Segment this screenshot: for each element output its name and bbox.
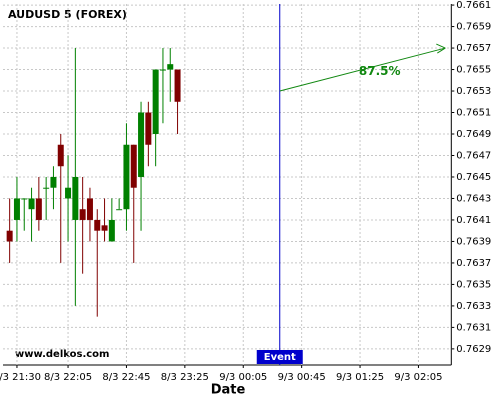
y-tick-label: 0.7661 — [456, 0, 491, 11]
watermark: www.delkos.com — [15, 349, 109, 360]
candle-body — [35, 198, 42, 220]
candle-body — [72, 176, 79, 220]
y-tick-label: 0.7629 — [456, 344, 491, 355]
y-tick-label: 0.7645 — [456, 172, 491, 183]
candle-body — [138, 112, 145, 177]
projection-arrow — [279, 47, 446, 92]
candle-body — [159, 69, 166, 71]
arrow-head — [436, 43, 446, 54]
candle-body — [108, 219, 115, 242]
x-axis-label: Date — [211, 383, 246, 398]
candle-body — [79, 209, 86, 220]
y-tick-label: 0.7649 — [456, 129, 491, 140]
y-tick-label: 0.7635 — [456, 279, 491, 290]
x-tick-label: 9/3 00:05 — [219, 372, 267, 383]
candle-body — [65, 187, 72, 199]
candle-body — [50, 176, 57, 188]
candle-body — [152, 69, 159, 135]
candle-body — [86, 198, 93, 220]
x-tick-label: 8/3 21:30 — [0, 372, 41, 383]
y-tick-label: 0.7653 — [456, 86, 491, 97]
chart-title: AUDUSD 5 (FOREX) — [8, 8, 127, 21]
y-tick-label: 0.7659 — [456, 22, 491, 33]
event-box — [256, 350, 303, 364]
x-tick-label: 9/3 01:25 — [336, 372, 384, 383]
candle-body — [145, 112, 152, 145]
y-tick-label: 0.7647 — [456, 150, 491, 161]
y-tick-label: 0.7639 — [456, 236, 491, 247]
candle-body — [43, 187, 50, 189]
candle-body — [101, 225, 108, 231]
projection-label: 87.5% — [359, 64, 401, 78]
y-tick-label: 0.7651 — [456, 108, 491, 119]
x-tick-label: 8/3 23:25 — [161, 372, 209, 383]
x-tick-label: 8/3 22:05 — [44, 372, 92, 383]
y-tick-label: 0.7631 — [456, 322, 491, 333]
candle-body — [174, 69, 181, 102]
candle-body — [116, 209, 123, 211]
y-tick-label: 0.7655 — [456, 65, 491, 76]
candle-body — [94, 219, 101, 231]
y-tick-label: 0.7643 — [456, 193, 491, 204]
y-tick-label: 0.7657 — [456, 43, 491, 54]
y-tick-label: 0.7633 — [456, 301, 491, 312]
candle-body — [28, 198, 35, 210]
x-tick-label: 9/3 02:05 — [394, 372, 442, 383]
candle-body — [6, 230, 13, 242]
candle-body — [57, 144, 64, 167]
candle-body — [21, 198, 28, 200]
y-tick-label: 0.7637 — [456, 258, 491, 269]
x-tick-label: 8/3 22:45 — [102, 372, 150, 383]
candle-body — [167, 64, 174, 70]
x-tick-label: 9/3 00:45 — [278, 372, 326, 383]
candle-body — [123, 144, 130, 210]
event-label: Event — [264, 352, 296, 363]
y-tick-label: 0.7641 — [456, 215, 491, 226]
candle-body — [130, 144, 137, 188]
candle-body — [13, 198, 20, 220]
